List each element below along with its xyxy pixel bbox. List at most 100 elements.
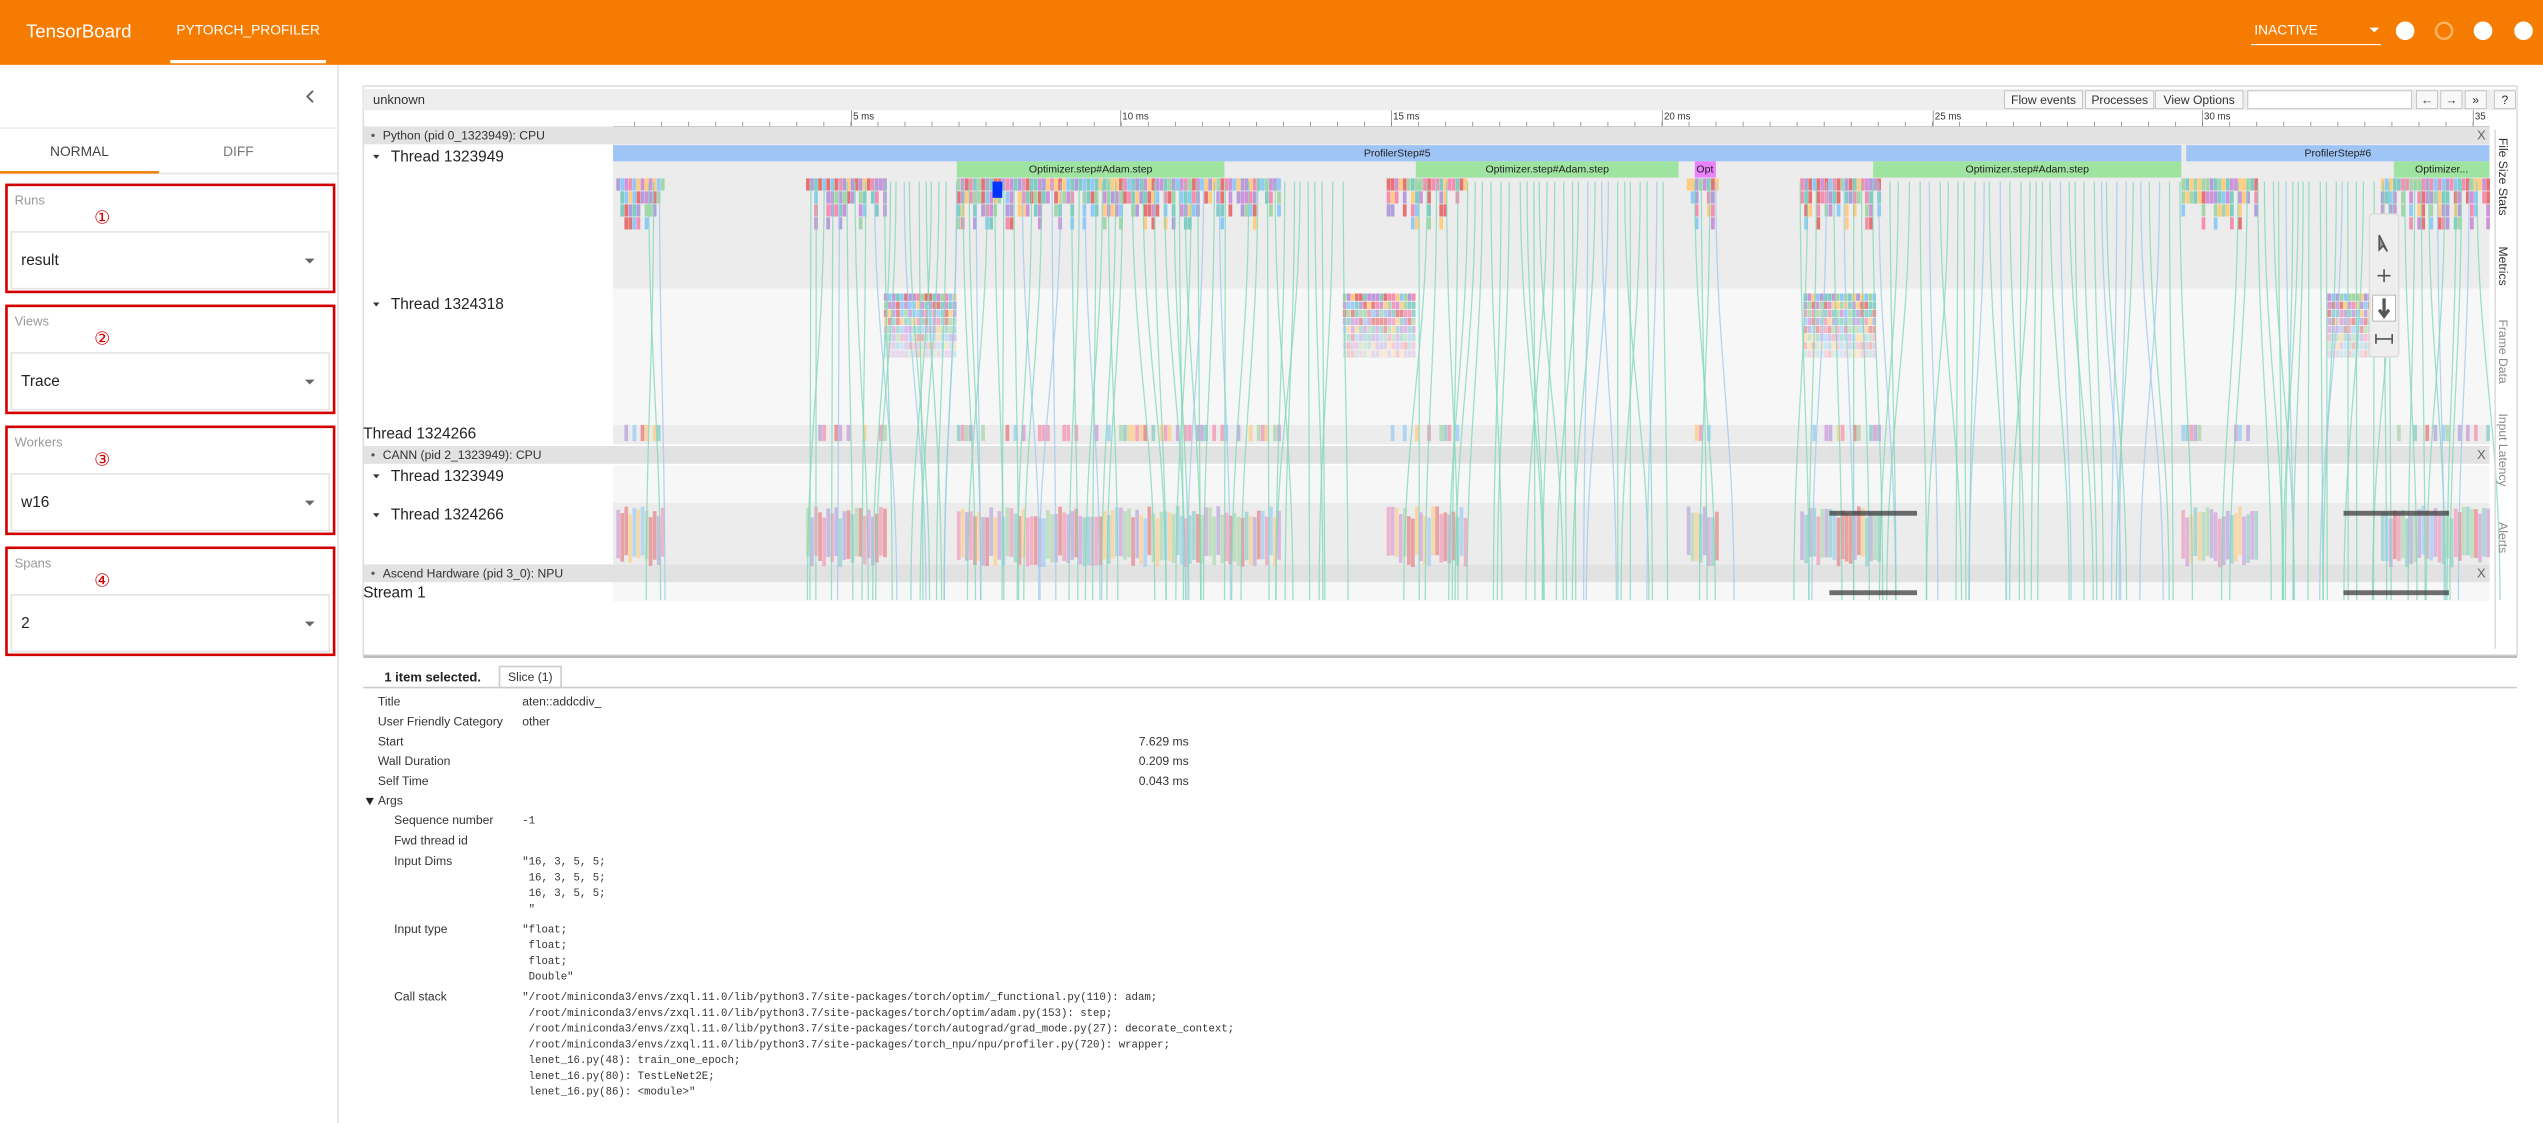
activity: [1800, 178, 1804, 191]
toolbar-button[interactable]: [2440, 90, 2463, 110]
toolbar-button[interactable]: [2085, 90, 2155, 110]
activity: [887, 301, 892, 309]
activity: [2437, 191, 2442, 204]
process-toggle[interactable]: [371, 571, 375, 575]
activity: [2392, 191, 2397, 204]
reload-status[interactable]: INACTIVE: [2254, 22, 2318, 37]
close-process[interactable]: X: [2477, 128, 2486, 143]
toolbar-button[interactable]: [2416, 90, 2438, 110]
activity: [1379, 350, 1384, 358]
activity: [1350, 301, 1355, 309]
activity: [2470, 509, 2474, 558]
select-box[interactable]: [10, 231, 331, 290]
collapse-button[interactable]: [305, 90, 314, 103]
process-toggle[interactable]: [371, 453, 375, 457]
activity: [1407, 342, 1412, 350]
activity: [1839, 317, 1844, 326]
activity: [1248, 204, 1253, 217]
flow-arrow: [1939, 181, 1963, 601]
activity: [1803, 334, 1808, 342]
search-box[interactable]: [2247, 90, 2413, 110]
header-icon[interactable]: [2434, 21, 2454, 41]
slice[interactable]: [613, 145, 2182, 162]
activity: [660, 178, 665, 191]
activity: [896, 342, 900, 350]
toolbar-button[interactable]: [2464, 90, 2487, 110]
flow-arrow: [846, 181, 854, 601]
process-toggle[interactable]: [371, 133, 375, 138]
select-box[interactable]: [10, 352, 331, 411]
flow-arrow: [1563, 181, 1568, 601]
field-label: Workers: [15, 434, 64, 449]
activity: [1371, 293, 1375, 301]
activity: [862, 515, 867, 565]
slice[interactable]: [956, 161, 1225, 178]
header-icon[interactable]: [2514, 21, 2533, 41]
row-toggle[interactable]: [373, 302, 380, 307]
header-icon[interactable]: [2473, 21, 2493, 41]
flow-arrow: [1223, 181, 1227, 601]
toolbar-button[interactable]: [2004, 90, 2083, 110]
sidebar-tab[interactable]: NORMAL: [50, 144, 109, 159]
activity: [2185, 424, 2190, 442]
activity: [1066, 191, 1071, 204]
activity: [1017, 204, 1022, 217]
activity: [1086, 178, 1091, 191]
plugin-tab[interactable]: PYTORCH_PROFILER: [176, 22, 320, 37]
slice[interactable]: [1415, 161, 1679, 178]
activity: [1196, 424, 1200, 442]
slice[interactable]: [2393, 161, 2490, 178]
tool-button[interactable]: [2378, 234, 2389, 252]
slice[interactable]: [1873, 161, 2182, 178]
tool-button[interactable]: [2375, 334, 2393, 344]
side-tab[interactable]: File Size Stats: [2496, 138, 2510, 216]
activity: [1033, 178, 1038, 191]
toolbar-button[interactable]: [2154, 90, 2244, 110]
activity: [2213, 191, 2218, 204]
side-tab[interactable]: Metrics: [2496, 246, 2510, 285]
close-process[interactable]: X: [2477, 565, 2486, 580]
arg-value: "/root/miniconda3/envs/zxql.11.0/lib/pyt…: [522, 992, 1157, 1004]
activity: [2433, 424, 2438, 442]
activity: [1216, 506, 1221, 555]
tool-button[interactable]: [2377, 269, 2391, 283]
row-toggle[interactable]: [373, 154, 380, 159]
row-toggle[interactable]: [373, 513, 380, 518]
activity: [1391, 317, 1396, 326]
activity: [1379, 293, 1384, 301]
activity: [2437, 513, 2442, 563]
flow-arrow: [2179, 181, 2194, 601]
toolbar-button[interactable]: [2493, 90, 2516, 110]
activity: [924, 350, 929, 358]
tool-button[interactable]: [2377, 298, 2391, 319]
sidebar-tab[interactable]: DIFF: [223, 144, 254, 159]
activity: [2254, 191, 2259, 204]
select-box[interactable]: [10, 594, 331, 653]
activity: [1078, 515, 1083, 565]
activity: [2339, 325, 2344, 334]
activity: [1411, 317, 1416, 326]
activity: [1013, 424, 1018, 442]
slice[interactable]: [2186, 145, 2490, 162]
close-process[interactable]: X: [2477, 447, 2486, 462]
args-toggle[interactable]: [365, 797, 374, 806]
activity: [1135, 424, 1139, 442]
activity: [2351, 301, 2356, 309]
activity: [1135, 204, 1139, 217]
activity: [2327, 309, 2332, 318]
select-box[interactable]: [10, 473, 331, 532]
slice[interactable]: [1694, 161, 1716, 178]
side-tab[interactable]: Alerts: [2496, 522, 2510, 553]
activity: [932, 334, 937, 342]
activity: [912, 301, 916, 309]
side-tab[interactable]: Frame Data: [2496, 319, 2510, 383]
activity: [2331, 334, 2336, 342]
header-icon[interactable]: [2395, 21, 2415, 41]
side-tab[interactable]: Input Latency: [2496, 414, 2510, 488]
activity: [1355, 293, 1359, 301]
activity: [1167, 512, 1172, 562]
activity: [1864, 293, 1869, 301]
row-toggle[interactable]: [373, 474, 380, 479]
selected-slice[interactable]: [992, 181, 1003, 198]
activity: [628, 514, 633, 563]
